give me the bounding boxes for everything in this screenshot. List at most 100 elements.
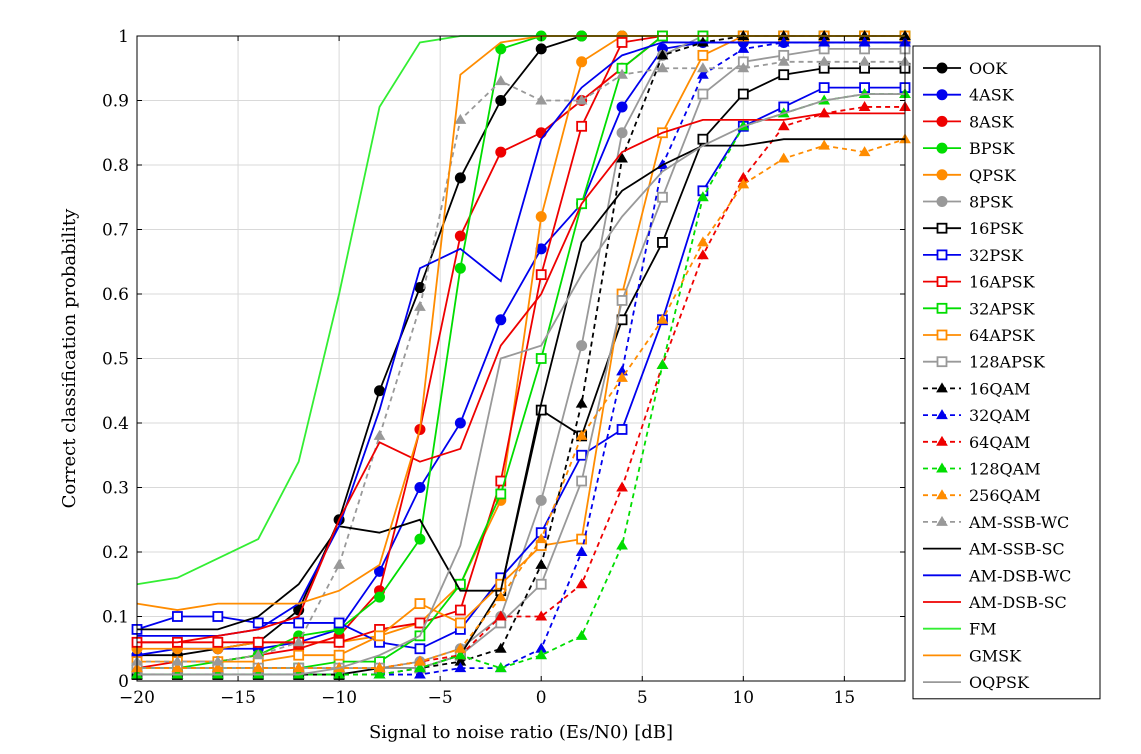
legend-item: 128QAM	[923, 460, 1041, 479]
data-point	[374, 630, 385, 642]
data-point	[373, 662, 386, 673]
data-point	[414, 533, 426, 545]
x-axis-label: Signal to noise ratio (Es/N0) [dB]	[369, 722, 673, 743]
legend-label: 32QAM	[969, 406, 1030, 425]
legend-marker	[936, 302, 948, 314]
data-point	[575, 578, 588, 589]
data-point	[414, 668, 426, 679]
data-point	[535, 610, 548, 621]
series-line	[137, 138, 906, 669]
data-point	[293, 617, 305, 629]
legend-marker	[936, 329, 948, 341]
legend-item: 8ASK	[923, 112, 1015, 131]
y-tick-label: 0.3	[102, 479, 129, 499]
x-tick-label: 10	[732, 688, 754, 708]
legend-marker	[936, 142, 948, 154]
series-line	[137, 93, 905, 676]
data-point	[414, 617, 426, 629]
data-point	[414, 662, 426, 673]
series-lines	[131, 30, 911, 680]
data-point	[454, 172, 466, 184]
data-point	[373, 668, 386, 679]
data-point	[414, 655, 426, 666]
legend-item: 64QAM	[923, 433, 1030, 452]
legend-label: 8PSK	[969, 193, 1014, 212]
series-64qam	[131, 100, 911, 673]
data-point	[171, 662, 184, 673]
legend-item: 4ASK	[923, 86, 1015, 105]
y-tick-label: 0.2	[102, 543, 129, 563]
data-point	[697, 133, 709, 145]
legend-label: 256QAM	[969, 486, 1041, 505]
y-tick-label: 0.8	[102, 156, 129, 176]
data-point	[494, 610, 507, 621]
data-point	[211, 655, 224, 666]
data-point	[616, 481, 628, 492]
data-point	[616, 68, 628, 79]
series-256qam	[131, 133, 911, 673]
data-point	[778, 69, 790, 81]
data-point	[414, 300, 426, 311]
legend-label: 16QAM	[969, 379, 1030, 398]
data-point	[454, 417, 466, 429]
legend-item: 32PSK	[923, 246, 1024, 265]
data-point	[697, 236, 709, 247]
data-point	[697, 88, 709, 100]
legend-item: 128APSK	[923, 353, 1046, 372]
data-point	[495, 146, 507, 158]
data-point	[212, 636, 224, 648]
data-point	[535, 649, 548, 660]
data-point	[575, 397, 588, 408]
data-point	[171, 655, 184, 666]
legend-label: 64QAM	[969, 433, 1030, 452]
data-point	[616, 295, 628, 306]
data-point	[697, 191, 709, 202]
legend-box	[912, 45, 1101, 700]
data-point	[616, 37, 628, 48]
x-tick-label: 15	[834, 688, 856, 708]
legend-label: 4ASK	[969, 86, 1015, 105]
y-axis-label: Correct classification probability	[59, 208, 80, 509]
legend-marker	[936, 409, 948, 420]
data-point	[495, 488, 507, 500]
y-tick-label: 0.1	[102, 608, 129, 628]
data-point	[575, 94, 588, 105]
data-point	[252, 662, 265, 673]
series-line	[137, 41, 905, 637]
data-point	[818, 82, 830, 93]
data-point	[454, 230, 466, 242]
data-point	[535, 211, 547, 223]
legend-label: AM-SSB-SC	[968, 540, 1065, 559]
legend-item: AM-SSB-WC	[923, 513, 1069, 532]
data-point	[616, 127, 628, 139]
data-point	[293, 649, 305, 661]
legend-marker	[936, 196, 948, 207]
data-point	[576, 449, 588, 461]
legend-item: 8PSK	[923, 193, 1014, 212]
data-point	[454, 642, 467, 653]
y-tick-label: 0.9	[102, 92, 129, 112]
data-point	[454, 604, 466, 616]
data-point	[414, 643, 426, 655]
data-point	[576, 120, 588, 132]
legend-item: OQPSK	[923, 673, 1030, 692]
data-point	[858, 55, 871, 66]
legend-label: 16PSK	[969, 219, 1024, 238]
data-point	[494, 75, 507, 86]
legend-label: 128APSK	[969, 353, 1046, 372]
legend-item: AM-DSB-WC	[923, 566, 1071, 585]
series-line	[136, 86, 905, 650]
legend-marker	[936, 276, 948, 288]
y-tick-label: 0.4	[102, 414, 129, 434]
data-point	[535, 494, 547, 506]
legend-label: QPSK	[969, 166, 1017, 185]
data-point	[697, 68, 709, 79]
data-point	[333, 649, 345, 661]
x-tick-label: 5	[637, 688, 648, 708]
data-point	[656, 49, 669, 60]
legend-item: 32APSK	[923, 299, 1036, 318]
data-point	[576, 475, 588, 487]
data-point	[454, 662, 467, 673]
